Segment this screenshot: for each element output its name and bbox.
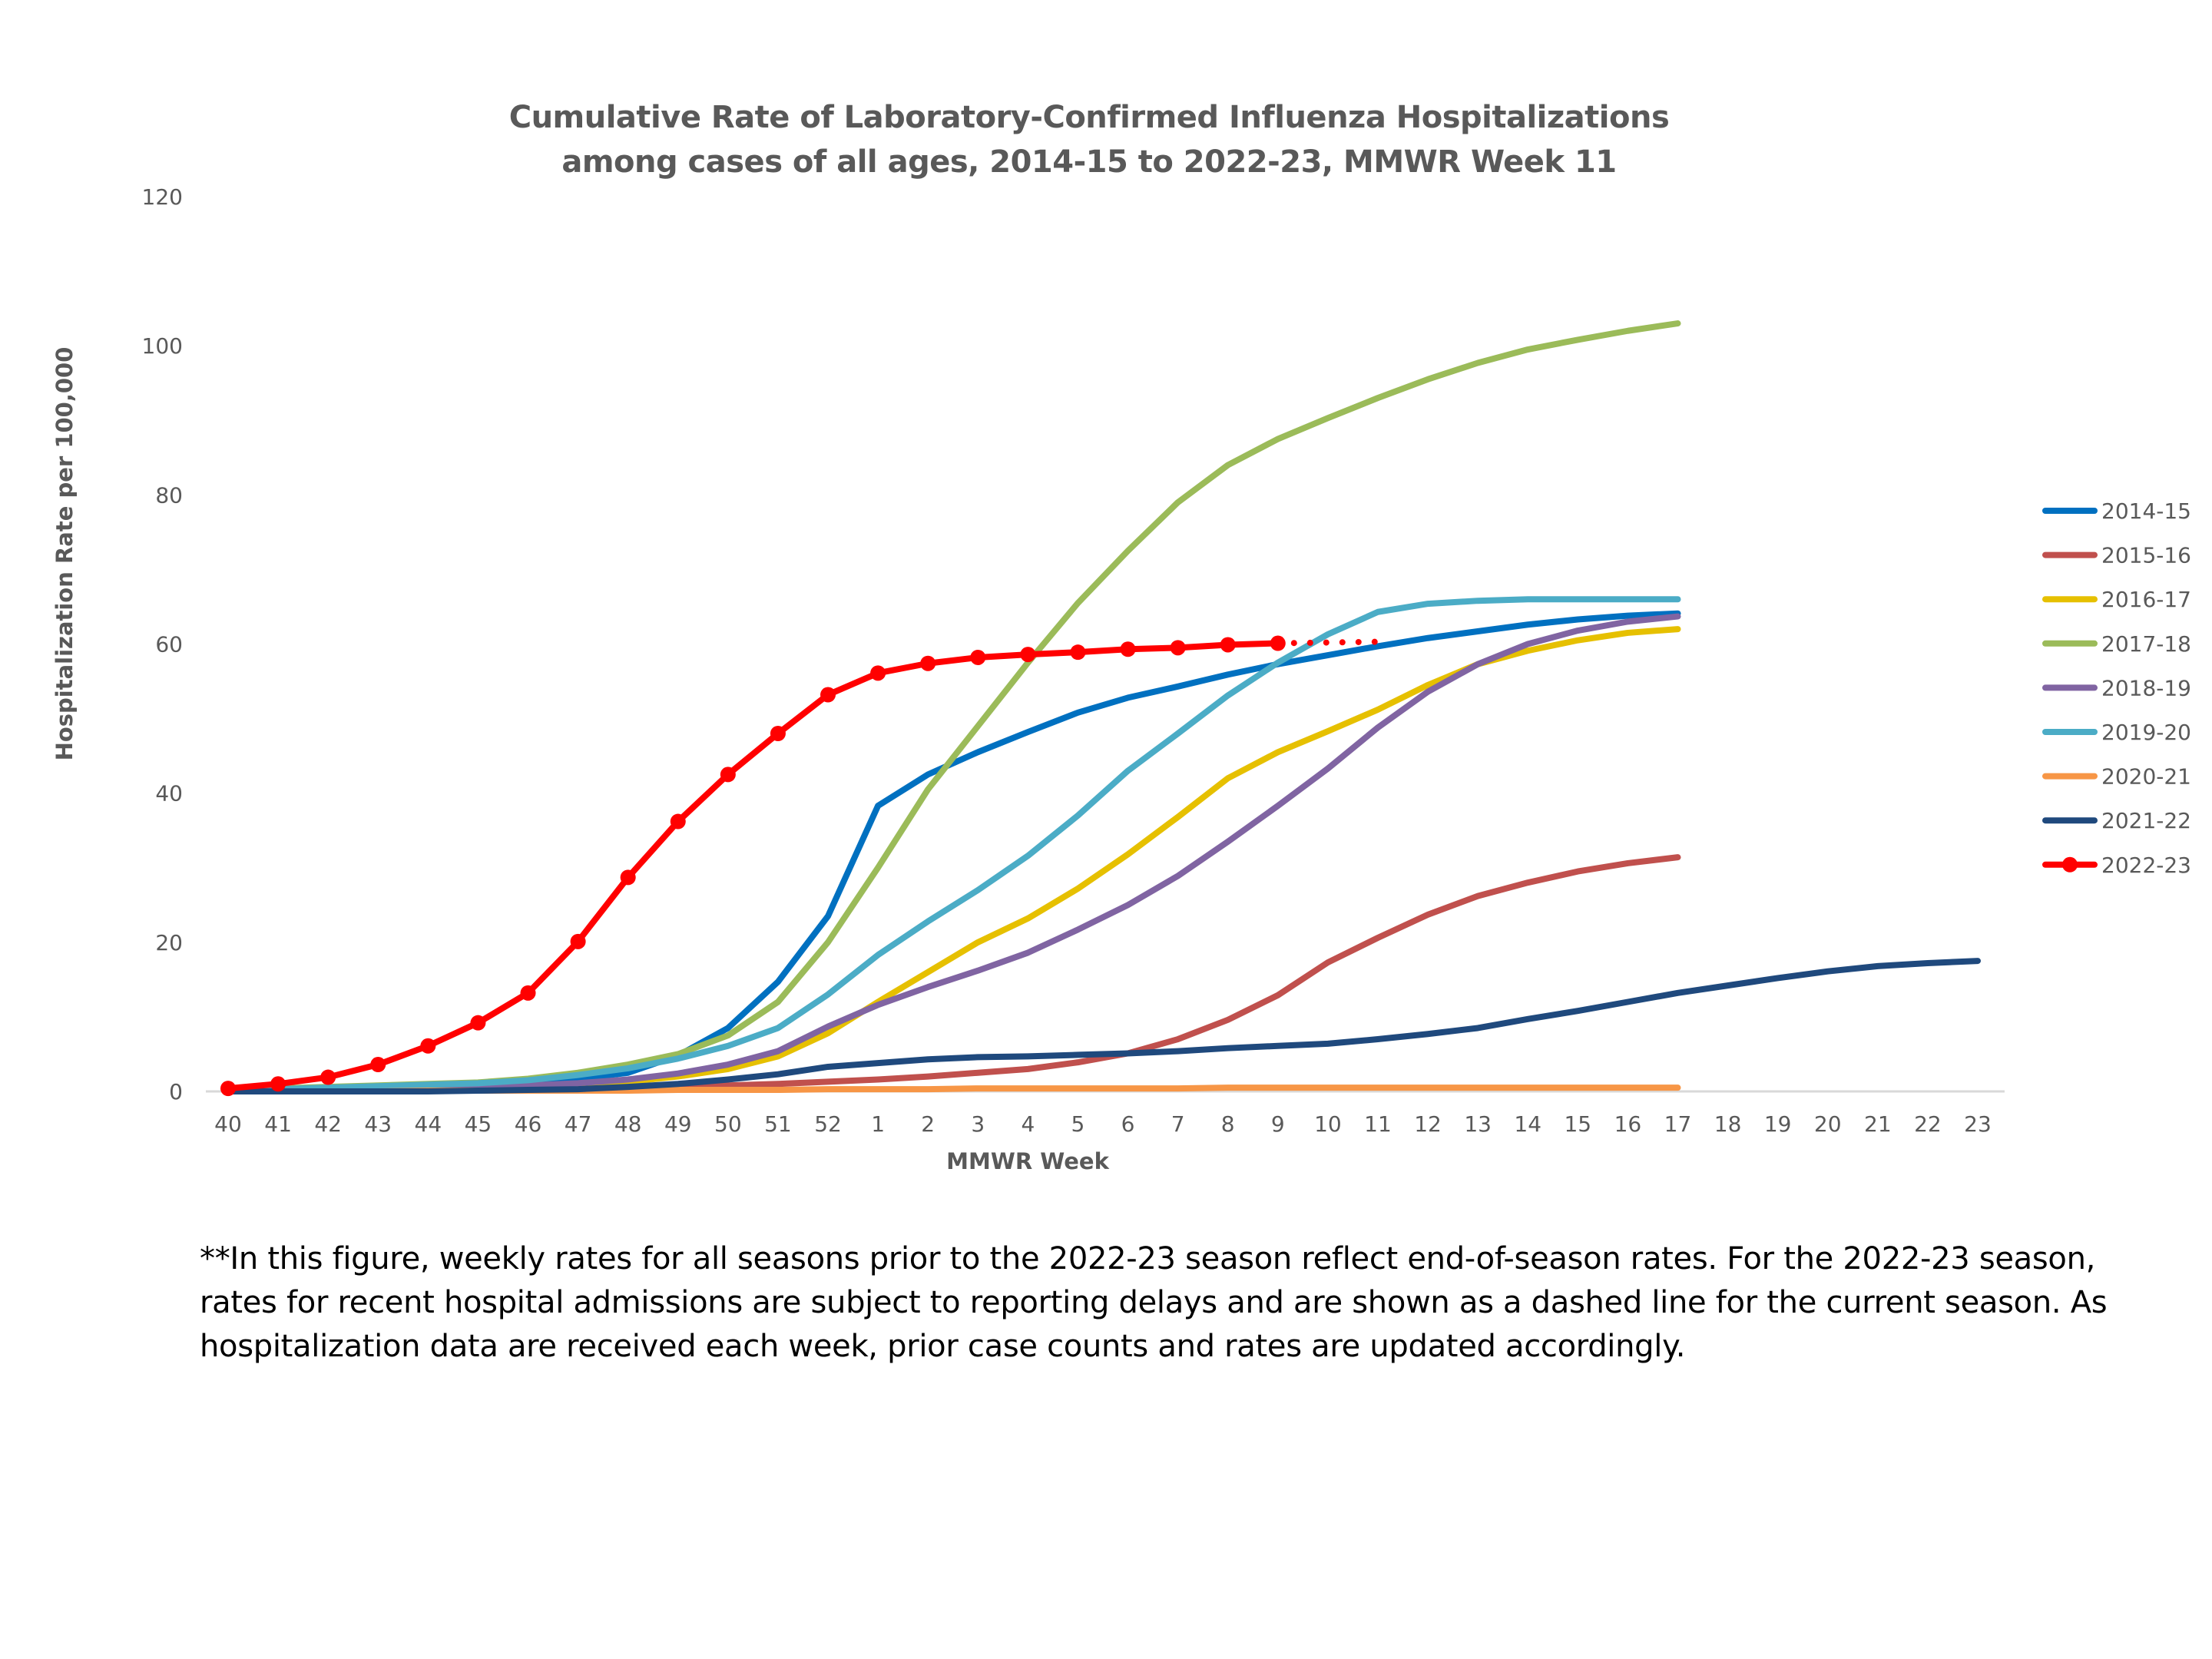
x-tick-label: 9 — [1271, 1111, 1285, 1137]
series-line-2018-19 — [225, 613, 1681, 1094]
footnote-line-2: rates for recent hospital admissions are… — [200, 1285, 2108, 1320]
x-tick-label: 40 — [214, 1111, 242, 1137]
x-tick-label: 46 — [515, 1111, 542, 1137]
data-point-2022-23 — [570, 933, 586, 949]
data-point-2022-23 — [770, 726, 786, 741]
x-tick-label: 22 — [1914, 1111, 1942, 1137]
data-point-2022-23 — [970, 649, 986, 665]
x-tick-label: 23 — [1964, 1111, 1992, 1137]
data-point-2022-23 — [670, 813, 686, 830]
x-tick-label: 11 — [1364, 1111, 1392, 1137]
x-tick-label: 44 — [415, 1111, 442, 1137]
x-tick-label: 1 — [871, 1111, 885, 1137]
x-tick-label: 48 — [614, 1111, 642, 1137]
data-point-2022-23 — [620, 869, 636, 886]
data-point-2022-23 — [520, 985, 536, 1001]
series-line-2021-22 — [225, 958, 1981, 1094]
x-tick-label: 51 — [764, 1111, 792, 1137]
data-point-2022-23 — [1170, 640, 1186, 656]
x-tick-label: 15 — [1564, 1111, 1591, 1137]
footnote-line-1: **In this figure, weekly rates for all s… — [200, 1241, 2096, 1277]
series-line-2014-15 — [225, 610, 1681, 1094]
legend-label-2022-23: 2022-23 — [2101, 853, 2191, 878]
x-tick-label: 21 — [1864, 1111, 1892, 1137]
series-line-2022-23 — [225, 640, 1281, 1092]
data-point-2022-23 — [1020, 647, 1036, 663]
data-point-2022-23 — [720, 767, 736, 783]
x-tick-label: 19 — [1764, 1111, 1792, 1137]
y-tick-label: 0 — [169, 1079, 183, 1104]
legend-label-2014-15: 2014-15 — [2101, 498, 2191, 524]
data-point-2022-23 — [320, 1069, 336, 1085]
x-tick-label: 43 — [364, 1111, 392, 1137]
data-point-2022-23 — [820, 687, 836, 703]
y-tick-label: 120 — [142, 184, 183, 210]
chart-subtitle: among cases of all ages, 2014-15 to 2022… — [561, 144, 1617, 180]
x-tick-label: 10 — [1314, 1111, 1342, 1137]
x-tick-label: 17 — [1664, 1111, 1692, 1137]
x-axis-label: MMWR Week — [946, 1148, 1109, 1174]
legend-label-2019-20: 2019-20 — [2101, 720, 2191, 745]
y-axis-label: Hospitalization Rate per 100,000 — [51, 347, 78, 761]
series-line-2017-18 — [225, 320, 1681, 1093]
series-line-2016-17 — [225, 626, 1681, 1094]
legend-label-2021-22: 2021-22 — [2101, 808, 2191, 833]
x-tick-label: 20 — [1814, 1111, 1842, 1137]
x-tick-label: 47 — [565, 1111, 592, 1137]
data-point-2022-23 — [870, 665, 886, 681]
series-dotted-line-2022-23 — [1274, 638, 1381, 647]
data-point-2022-23 — [420, 1038, 436, 1054]
y-tick-label: 100 — [142, 333, 183, 359]
series-line-2019-20 — [225, 596, 1681, 1094]
legend-label-2015-16: 2015-16 — [2101, 543, 2191, 568]
x-tick-label: 13 — [1464, 1111, 1492, 1137]
y-tick-label: 80 — [155, 482, 183, 508]
x-tick-label: 42 — [314, 1111, 342, 1137]
data-point-2022-23 — [370, 1057, 386, 1073]
data-point-2022-23 — [1270, 635, 1286, 651]
x-tick-label: 16 — [1614, 1111, 1642, 1137]
data-point-2022-23 — [220, 1081, 236, 1097]
legend-label-2017-18: 2017-18 — [2101, 631, 2191, 657]
x-tick-label: 2 — [921, 1111, 935, 1137]
y-tick-label: 40 — [155, 781, 183, 806]
data-point-2022-23 — [1070, 644, 1086, 661]
legend-marker-2022-23 — [2062, 856, 2078, 873]
x-tick-label: 7 — [1171, 1111, 1185, 1137]
x-tick-label: 41 — [264, 1111, 292, 1137]
legend-label-2020-21: 2020-21 — [2101, 764, 2191, 790]
legend-label-2016-17: 2016-17 — [2101, 587, 2191, 612]
y-tick-label: 60 — [155, 632, 183, 657]
chart-title: Cumulative Rate of Laboratory-Confirmed … — [508, 100, 1670, 135]
x-tick-label: 45 — [465, 1111, 492, 1137]
x-tick-label: 12 — [1414, 1111, 1442, 1137]
legend-label-2018-19: 2018-19 — [2101, 675, 2191, 700]
data-point-2022-23 — [470, 1015, 486, 1031]
x-tick-label: 50 — [714, 1111, 742, 1137]
data-point-2022-23 — [1120, 641, 1136, 657]
x-tick-label: 5 — [1071, 1111, 1085, 1137]
x-tick-label: 49 — [664, 1111, 692, 1137]
data-point-2022-23 — [1220, 637, 1236, 653]
data-point-2022-23 — [920, 655, 936, 671]
x-tick-label: 8 — [1221, 1111, 1235, 1137]
x-tick-label: 6 — [1121, 1111, 1135, 1137]
x-tick-label: 3 — [971, 1111, 985, 1137]
x-tick-label: 14 — [1514, 1111, 1541, 1137]
footnote-line-3: hospitalization data are received each w… — [200, 1329, 1686, 1364]
y-tick-label: 20 — [155, 930, 183, 955]
x-tick-label: 18 — [1714, 1111, 1742, 1137]
data-point-2022-23 — [270, 1076, 286, 1092]
x-tick-label: 52 — [814, 1111, 842, 1137]
x-tick-label: 4 — [1021, 1111, 1035, 1137]
